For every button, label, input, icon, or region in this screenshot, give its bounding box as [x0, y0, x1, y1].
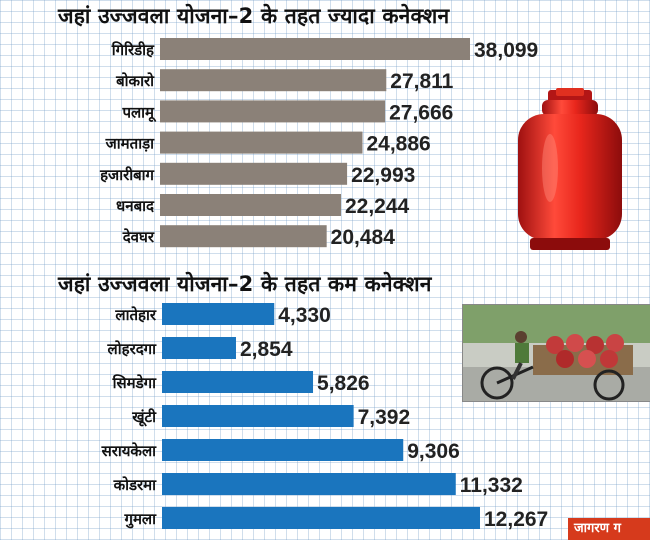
bottom-category-label: लोहरदगा [107, 340, 158, 358]
top-value-label: 20,484 [331, 226, 396, 249]
top-bar [160, 69, 387, 92]
bottom-bar [162, 303, 275, 325]
top-value-label: 27,666 [389, 101, 453, 124]
bottom-bar [162, 405, 354, 427]
top-bar [160, 194, 341, 216]
bottom-bar [162, 473, 456, 495]
top-bar [160, 162, 348, 185]
bottom-bar [162, 337, 236, 359]
bottom-bar [162, 439, 404, 461]
bottom-category-label: कोडरमा [113, 476, 158, 494]
top-bar [160, 225, 327, 248]
bottom-bar [162, 371, 314, 393]
bottom-value-label: 2,854 [240, 338, 293, 361]
gas-delivery-photo [462, 304, 650, 402]
gas-cylinder-icon [518, 88, 622, 250]
bottom-category-label: सरायकेला [101, 442, 158, 460]
top-value-label: 22,244 [345, 195, 410, 218]
top-value-label: 38,099 [474, 39, 538, 62]
top-value-label: 24,886 [366, 133, 430, 156]
top-category-label: हजारीबाग [99, 166, 154, 184]
top-bar [160, 38, 470, 60]
top-category-label: गिरिडीह [111, 41, 155, 59]
bottom-value-label: 5,826 [317, 372, 370, 395]
top-category-label: बोकारो [115, 72, 155, 90]
top-bar [160, 131, 363, 154]
brand-tag: जागरण ग [568, 518, 650, 540]
top-category-label: देवघर [122, 228, 155, 246]
top-category-label: जामताड़ा [105, 135, 155, 153]
bottom-value-label: 11,332 [460, 474, 523, 497]
bottom-value-label: 7,392 [358, 406, 411, 429]
top-bar [160, 100, 386, 123]
bottom-value-label: 12,267 [484, 508, 548, 531]
bottom-bar [162, 507, 480, 529]
bottom-category-label: खूंटी [131, 408, 157, 427]
chart-title-bottom: जहां उज्जवला योजना–2 के तहत कम कनेक्शन [58, 272, 432, 296]
bottom-category-label: सिमडेगा [112, 374, 157, 392]
top-value-label: 27,811 [390, 70, 453, 93]
chart-title-top: जहां उज्जवला योजना–2 के तहत ज्यादा कनेक्… [58, 4, 450, 28]
bottom-value-label: 9,306 [407, 440, 460, 463]
top-value-label: 22,993 [351, 164, 415, 187]
bottom-value-label: 4,330 [278, 304, 331, 327]
top-category-label: धनबाद [116, 197, 155, 215]
bottom-category-label: लातेहार [114, 306, 156, 324]
top-category-label: पलामू [121, 103, 157, 122]
bottom-category-label: गुमला [124, 510, 158, 529]
